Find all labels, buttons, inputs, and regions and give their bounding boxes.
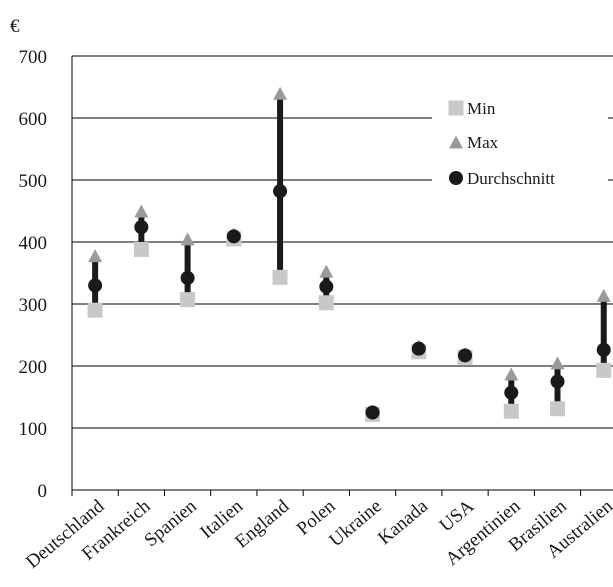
x-tick-kanada: Kanada xyxy=(374,495,432,549)
legend: Min Max Durchschnitt xyxy=(432,90,608,196)
avg-marker-usa xyxy=(458,348,473,363)
min-marker-australien xyxy=(596,362,612,378)
min-marker-spanien xyxy=(180,292,196,308)
max-marker-polen xyxy=(319,264,334,278)
y-tick-600: 600 xyxy=(19,109,48,130)
avg-marker-kanada xyxy=(411,341,426,356)
axes xyxy=(71,56,613,496)
min-marker-deutschland xyxy=(87,302,103,318)
y-tick-400: 400 xyxy=(19,233,48,254)
min-marker-england xyxy=(272,269,288,285)
min-marker-brasilien xyxy=(550,401,566,417)
max-marker-frankreich xyxy=(134,204,149,218)
x-tick-spanien: Spanien xyxy=(140,495,201,551)
y-tick-labels: 0 100 200 300 400 500 600 700 xyxy=(19,47,48,502)
max-marker-australien xyxy=(596,288,611,302)
legend-label-durchschnitt: Durchschnitt xyxy=(467,169,555,188)
avg-marker-australien xyxy=(596,342,611,357)
x-tick-england: England xyxy=(231,495,293,552)
legend-label-max: Max xyxy=(467,133,499,152)
legend-max-symbol xyxy=(449,135,463,149)
avg-marker-ukraine xyxy=(365,405,380,420)
y-tick-100: 100 xyxy=(19,419,48,440)
y-tick-0: 0 xyxy=(38,481,48,502)
avg-marker-polen xyxy=(319,279,334,294)
legend-avg-symbol xyxy=(449,171,463,185)
min-marker-frankreich xyxy=(133,241,149,257)
avg-marker-frankreich xyxy=(134,220,149,235)
max-marker-deutschland xyxy=(88,249,103,263)
data-markers xyxy=(87,86,612,422)
avg-marker-england xyxy=(273,184,288,199)
legend-label-min: Min xyxy=(467,99,496,118)
y-tick-500: 500 xyxy=(19,171,48,192)
y-tick-200: 200 xyxy=(19,357,48,378)
min-marker-argentinien xyxy=(503,403,519,419)
max-marker-argentinien xyxy=(504,367,519,381)
avg-marker-deutschland xyxy=(88,278,103,293)
y-axis-unit-label: € xyxy=(10,16,20,37)
avg-marker-italien xyxy=(226,229,241,244)
max-marker-spanien xyxy=(180,232,195,246)
x-tick-ukraine: Ukraine xyxy=(325,496,385,551)
gridlines xyxy=(72,55,613,429)
avg-marker-brasilien xyxy=(550,374,565,389)
legend-min-symbol xyxy=(448,100,464,116)
avg-marker-spanien xyxy=(180,270,195,285)
x-tick-labels: DeutschlandFrankreichSpanienItalienEngla… xyxy=(22,495,613,572)
y-tick-700: 700 xyxy=(19,47,48,68)
max-marker-england xyxy=(273,86,288,100)
avg-marker-argentinien xyxy=(504,385,519,400)
y-tick-300: 300 xyxy=(19,295,48,316)
max-marker-brasilien xyxy=(550,356,565,370)
min-marker-polen xyxy=(318,295,334,311)
